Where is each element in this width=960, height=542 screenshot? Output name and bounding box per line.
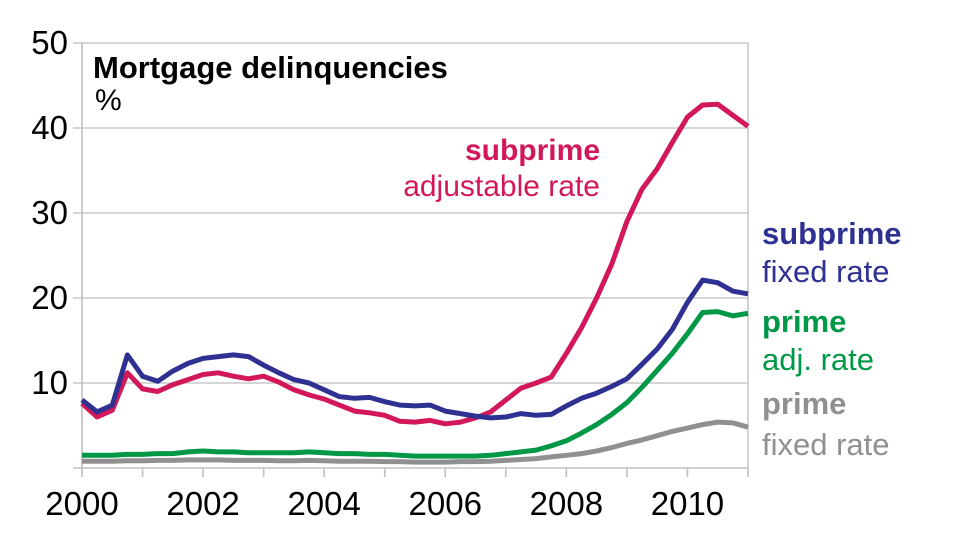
series-label-subprime-adjustable-line1: subprime <box>464 134 600 167</box>
series-line-prime-fixed-rate <box>82 419 749 465</box>
y-axis-label-30: 30 <box>31 194 68 231</box>
series-label-prime-fixed-line2: fixed rate <box>762 427 890 462</box>
series-line-prime-adj-rate <box>82 309 749 459</box>
y-axis-label-10: 10 <box>31 364 68 401</box>
x-axis-label-2002: 2002 <box>166 485 240 522</box>
y-axis-label-50: 50 <box>31 24 68 61</box>
series-line-subprime-fixed-rate <box>80 277 749 421</box>
series-label-subprime-fixed-line1: subprime <box>762 216 902 251</box>
series-label-subprime-adjustable-line2: adjustable rate <box>403 170 600 203</box>
series-label-subprime-adjustable: subprime adjustable rate <box>403 133 600 205</box>
series-label-subprime-fixed-line2: fixed rate <box>762 254 890 289</box>
series-label-prime-fixed-line1: prime <box>762 386 847 421</box>
x-axis-label-2008: 2008 <box>529 485 604 522</box>
chart-title: Mortgage delinquencies <box>93 50 448 85</box>
series-line-subprime-adjustable-rate <box>80 101 750 427</box>
series-label-prime-adjustable-line1: prime <box>762 304 847 339</box>
x-axis-label-2000: 2000 <box>45 485 119 522</box>
x-axis-label-2004: 2004 <box>287 485 361 522</box>
series-label-prime-adjustable-line2: adj. rate <box>762 342 875 377</box>
x-axis-label-2006: 2006 <box>408 485 482 522</box>
y-axis-label-20: 20 <box>31 279 68 316</box>
y-axis-unit-label: % <box>95 84 122 117</box>
x-axis-label-2010: 2010 <box>650 485 725 522</box>
y-axis-label-40: 40 <box>31 109 68 146</box>
